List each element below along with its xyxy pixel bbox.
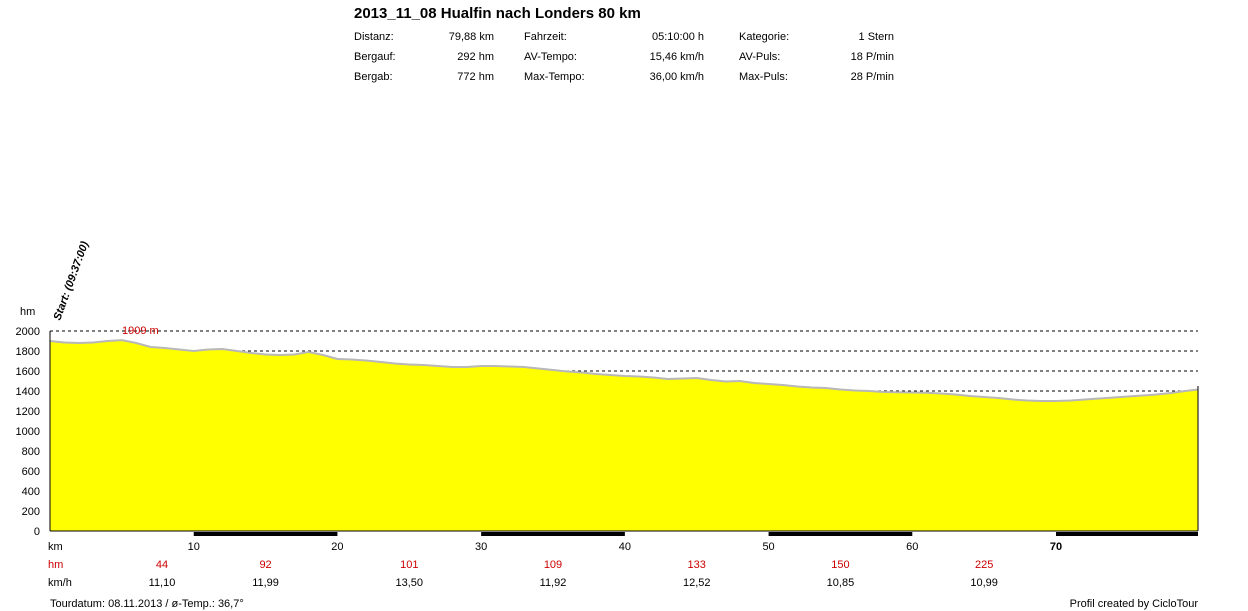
stat-label-av-puls: AV-Puls: (739, 51, 781, 63)
stat-value-bergauf: 292 hm (457, 51, 494, 63)
segment-hm-value: 109 (544, 559, 562, 571)
max-elevation-label: 1909 m (122, 325, 159, 337)
x-tick-label: 10 (188, 541, 200, 553)
km-band-segment (1056, 532, 1198, 536)
x-tick-label: 20 (331, 541, 343, 553)
y-tick-labels: 0 200 400 600 800 1000 1200 1400 1600 1800 2000 (16, 326, 40, 538)
stat-value-fahrzeit: 05:10:00 h (652, 31, 704, 43)
stat-value-max-tempo: 36,00 km/h (649, 71, 704, 83)
km-band-segment (768, 532, 913, 536)
y-tick-label: 0 (34, 526, 40, 538)
stat-value-av-tempo: 15,46 km/h (649, 51, 704, 63)
segment-hm-label: hm (48, 559, 63, 571)
stat-value-bergab: 772 hm (457, 71, 494, 83)
segment-hm-value: 101 (400, 559, 418, 571)
stat-value-av-puls: 18 P/min (850, 51, 894, 63)
segment-kmh-value: 10,85 (827, 577, 855, 589)
stat-value-max-puls: 28 P/min (850, 71, 894, 83)
y-tick-label: 600 (22, 466, 40, 478)
stat-label-av-tempo: AV-Tempo: (524, 51, 577, 63)
elevation-line (49, 339, 1199, 402)
stat-value-distanz: 79,88 km (448, 31, 494, 43)
stat-label-max-tempo: Max-Tempo: (524, 71, 585, 83)
stat-label-distanz: Distanz: (354, 31, 394, 43)
y-axis-label: hm (20, 306, 35, 318)
x-tick-label: 60 (906, 541, 918, 553)
segment-kmh-value: 13,50 (396, 577, 424, 589)
segment-kmh-value: 11,10 (149, 577, 176, 589)
y-tick-label: 1000 (16, 426, 40, 438)
stat-label-max-puls: Max-Puls: (739, 71, 788, 83)
segment-kmh-value: 11,99 (252, 577, 279, 589)
km-band-segment (481, 532, 625, 536)
y-tick-label: 200 (22, 506, 40, 518)
x-tick-label: 40 (619, 541, 631, 553)
segment-hm-value: 133 (688, 559, 706, 571)
credit-text: Profil created by CicloTour (1069, 598, 1198, 610)
x-axis-label: km (48, 541, 63, 553)
start-time-label: Start: (09:37:00) (52, 239, 92, 322)
axes (49, 331, 1199, 536)
segment-kmh-value: 12,52 (683, 577, 711, 589)
segment-kmh-label: km/h (48, 577, 72, 589)
y-tick-label: 1200 (16, 406, 40, 418)
stat-label-bergauf: Bergauf: (354, 51, 396, 63)
x-tick-label: 50 (762, 541, 774, 553)
y-tick-label: 400 (22, 486, 40, 498)
y-tick-label: 1800 (16, 346, 40, 358)
stat-label-bergab: Bergab: (354, 71, 393, 83)
km-band-segment (193, 532, 338, 536)
segment-hm-value: 92 (259, 559, 271, 571)
segment-hm-value: 44 (156, 559, 168, 571)
tour-date-info: Tourdatum: 08.11.2013 / ø-Temp.: 36,7° (50, 598, 244, 610)
chart-title: 2013_11_08 Hualfin nach Londers 80 km (354, 5, 641, 22)
x-tick-labels: 10 20 30 40 50 60 70 (188, 541, 1063, 553)
elevation-area (50, 340, 1198, 531)
segment-hm-value: 150 (831, 559, 849, 571)
segment-kmh-value: 11,92 (540, 577, 567, 589)
x-tick-label: 30 (475, 541, 487, 553)
y-tick-label: 2000 (16, 326, 40, 338)
stat-value-kategorie: 1 Stern (858, 31, 894, 43)
y-tick-label: 800 (22, 446, 40, 458)
segment-hm-value: 225 (975, 559, 993, 571)
segment-kmh-value: 10,99 (970, 577, 998, 589)
stat-label-fahrzeit: Fahrzeit: (524, 31, 567, 43)
stat-label-kategorie: Kategorie: (739, 31, 790, 43)
x-tick-label: 70 (1050, 541, 1062, 553)
y-tick-label: 1400 (16, 386, 40, 398)
segment-stats: 44 92 101 109 133 150 225 11,10 11,99 13,50 11,92 1… (149, 559, 998, 589)
y-tick-label: 1600 (16, 366, 40, 378)
